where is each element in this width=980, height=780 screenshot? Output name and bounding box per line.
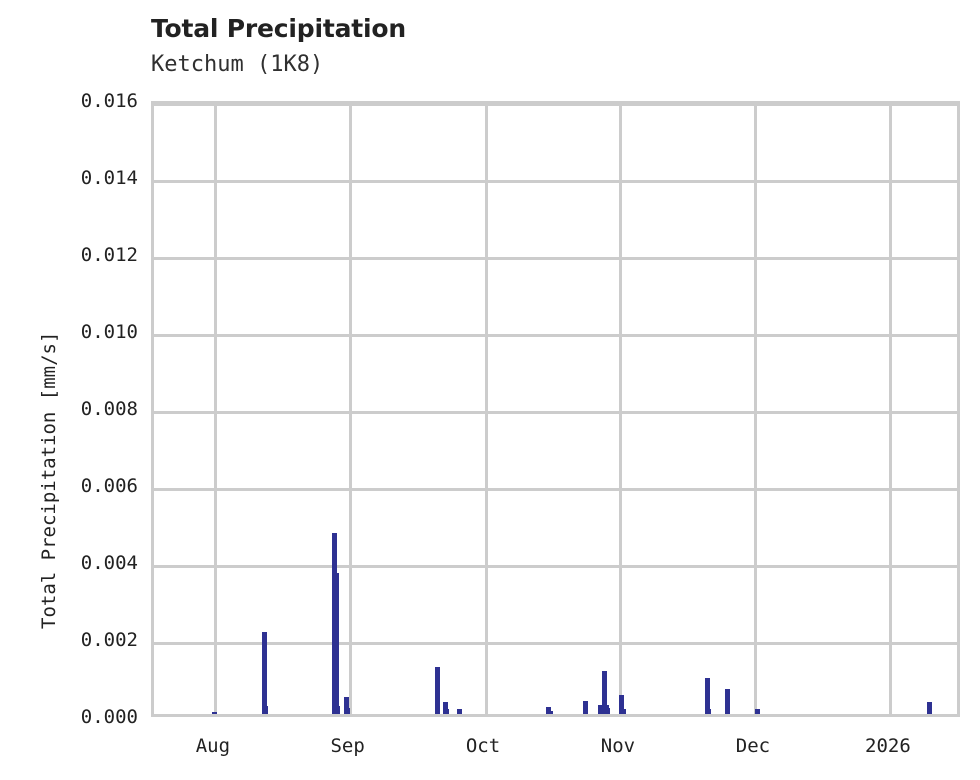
- y-axis-tick: 0.012: [0, 244, 138, 266]
- y-axis-tick-label: 0.012: [80, 244, 138, 266]
- y-axis-tick: 0.002: [0, 629, 138, 651]
- y-axis-tick-label: 0.016: [80, 90, 138, 112]
- bar: [621, 709, 627, 714]
- y-axis-tick-label: 0.000: [80, 706, 138, 728]
- x-axis-tick-label: Aug: [195, 735, 231, 757]
- bar: [725, 688, 730, 714]
- y-axis-tick: 0.014: [0, 167, 138, 189]
- y-axis-tick-label: 0.002: [80, 629, 138, 651]
- x-axis-tick-label: Oct: [465, 735, 501, 757]
- bar: [706, 708, 712, 714]
- bar-series: [154, 104, 957, 714]
- y-axis-tick: 0.000: [0, 706, 138, 728]
- gridline-vertical: [889, 104, 893, 714]
- bar: [601, 670, 607, 714]
- gridline-horizontal: [154, 564, 957, 568]
- gridline-horizontal: [154, 179, 957, 183]
- gridline-horizontal: [154, 487, 957, 491]
- x-axis-tick-label: 2026: [865, 735, 911, 757]
- y-axis-tick: 0.016: [0, 90, 138, 112]
- bar: [444, 709, 450, 714]
- bar: [442, 702, 448, 714]
- bar: [546, 707, 552, 714]
- bar: [263, 706, 269, 714]
- bar: [344, 697, 350, 714]
- y-axis-tick-label: 0.004: [80, 552, 138, 574]
- y-axis-tick: 0.006: [0, 475, 138, 497]
- gridline-horizontal: [154, 410, 957, 414]
- bar: [212, 712, 217, 714]
- y-axis-tick: 0.008: [0, 398, 138, 420]
- gridline-vertical: [349, 104, 353, 714]
- x-axis-tick-label: Nov: [600, 735, 636, 757]
- y-axis-tick-label: 0.006: [80, 475, 138, 497]
- gridline-vertical: [754, 104, 758, 714]
- gridline-horizontal: [154, 102, 957, 106]
- gridline-vertical: [214, 104, 218, 714]
- gridline-horizontal: [154, 641, 957, 645]
- gridline-vertical: [619, 104, 623, 714]
- bar: [435, 667, 441, 714]
- bar: [456, 708, 462, 714]
- bar: [345, 708, 351, 714]
- gridline-horizontal: [154, 333, 957, 337]
- y-axis-tick-label: 0.014: [80, 167, 138, 189]
- y-axis-tick: 0.004: [0, 552, 138, 574]
- bar: [262, 632, 268, 714]
- x-axis-tick-label: Sep: [330, 735, 365, 757]
- chart-subtitle: Ketchum (1K8): [151, 52, 324, 77]
- bar: [335, 705, 341, 714]
- bar: [619, 695, 625, 714]
- bar: [755, 708, 761, 714]
- bar: [548, 710, 554, 714]
- x-axis-tick-label: Dec: [735, 735, 771, 757]
- bar: [605, 707, 611, 714]
- gridline-horizontal: [154, 256, 957, 260]
- chart-title: Total Precipitation: [151, 14, 406, 43]
- bar: [926, 702, 932, 714]
- gridline-vertical: [484, 104, 488, 714]
- y-axis-tick-label: 0.008: [80, 398, 138, 420]
- bar: [333, 573, 339, 714]
- bar: [583, 700, 589, 714]
- y-axis-tick-label: 0.010: [80, 321, 138, 343]
- plot-area: [151, 101, 960, 717]
- y-axis-tick: 0.010: [0, 321, 138, 343]
- bar: [705, 677, 711, 714]
